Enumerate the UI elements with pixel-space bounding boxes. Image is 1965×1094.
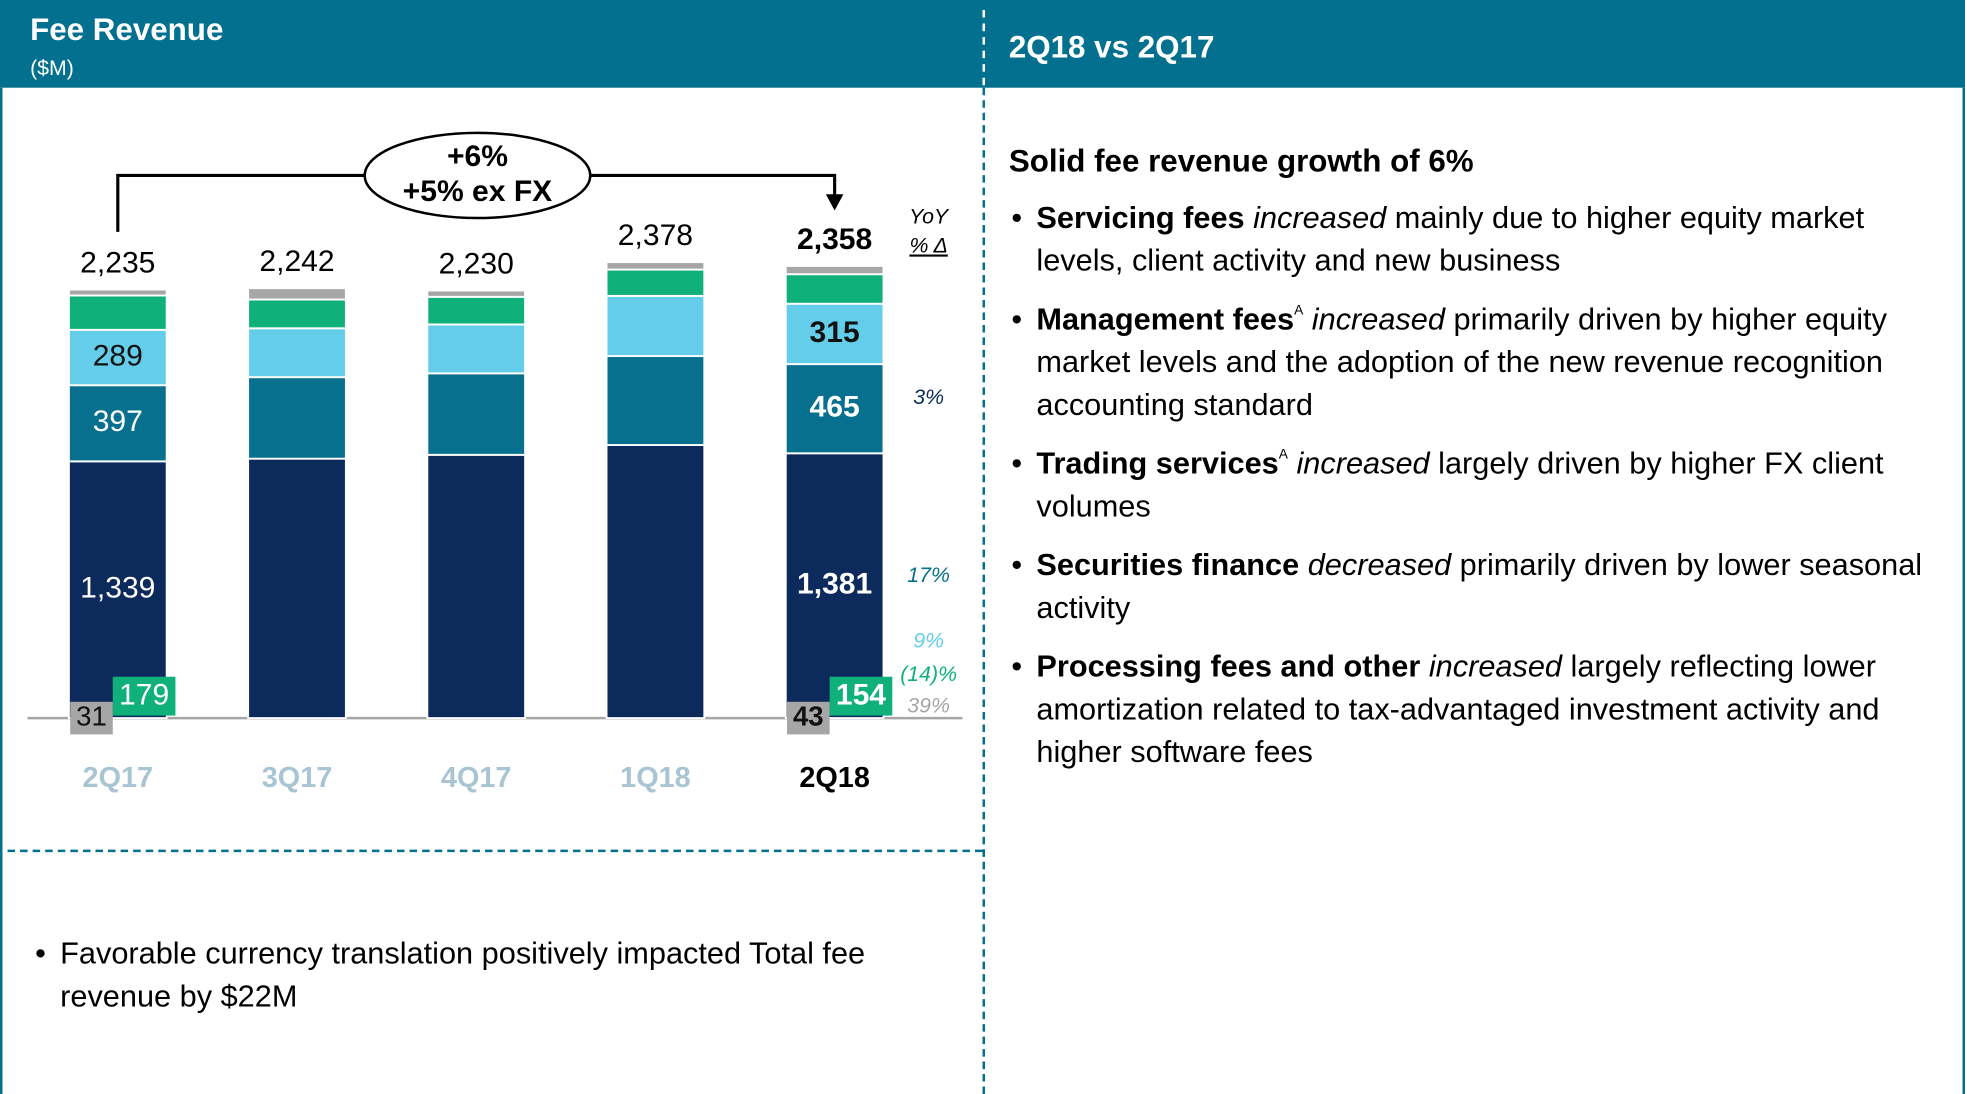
bar-segment [67, 294, 168, 331]
arrow-head [825, 194, 844, 211]
bar-segment [605, 355, 706, 446]
bar-segment [426, 295, 527, 326]
label-box [112, 676, 176, 716]
text-run: primarily driven by lower seasonal activ… [1036, 548, 1923, 626]
value-label: 43 [793, 700, 824, 731]
label-box [70, 701, 113, 735]
text-run: Securities finance [1036, 548, 1300, 583]
value-label: 31 [76, 700, 107, 731]
text-run: A [1278, 447, 1288, 463]
bullet: Securities finance decreased primarily d… [1009, 545, 1943, 630]
text-run: increased [1244, 201, 1387, 236]
text-run: increased [1287, 447, 1430, 482]
bar-segment [247, 376, 347, 460]
annotation: +5% ex FX [403, 175, 553, 208]
bar-segment [784, 265, 885, 276]
section-title: Solid fee revenue growth of 6% [1008, 144, 1474, 180]
yoy-label: (14)% [900, 662, 957, 686]
bar-segment [784, 363, 885, 455]
bullet: Management feesA increased primarily dri… [1009, 300, 1943, 428]
bar-segment [426, 323, 527, 375]
value-label: 154 [836, 679, 886, 712]
bar-segment [247, 287, 347, 301]
text-run: primarily driven by higher equity market… [1036, 303, 1887, 423]
total-label: 2,378 [618, 219, 693, 252]
text-run: increased [1303, 303, 1445, 338]
bullet: Processing fees and other increased larg… [1009, 647, 1943, 775]
bar-segment [605, 444, 706, 720]
total-label: 2,235 [80, 246, 155, 279]
bar-segment [784, 273, 885, 305]
text-run: mainly due to higher equity market level… [1036, 201, 1865, 279]
bar-segment [426, 289, 527, 298]
yoy-header: % Δ [909, 234, 947, 258]
text-run: decreased [1299, 548, 1452, 583]
text-run: Trading services [1036, 447, 1279, 482]
divider [982, 10, 986, 86]
callout [363, 131, 592, 220]
header-bar [0, 0, 1965, 88]
yoy-label: 3% [913, 385, 944, 409]
value-label: 397 [93, 405, 143, 438]
text-run: largely reflecting lower amortization re… [1036, 650, 1880, 770]
yoy-label: 39% [907, 693, 950, 717]
x-tick-label: 2Q18 [799, 762, 869, 794]
bar-segment [426, 372, 527, 456]
value-label: 289 [93, 339, 143, 372]
bar-segment [426, 453, 527, 720]
text-run: A [1294, 303, 1304, 319]
right-panel: Solid fee revenue growth of 6% Servicing… [1009, 144, 1943, 791]
text-run: Servicing fees [1036, 201, 1245, 236]
frame [0, 87, 1965, 1094]
yoy-label: 17% [907, 563, 950, 587]
value-label: 1,381 [797, 568, 872, 601]
bullet: Trading servicesA increased largely driv… [1009, 444, 1943, 529]
text-run: increased [1420, 650, 1562, 685]
x-tick-label: 4Q17 [441, 762, 511, 794]
yoy-header: YoY [909, 205, 950, 229]
chart: 1,339 397 289 179 31 2,235 2Q17 2,242 3Q17 2,230 4… [27, 131, 963, 794]
bar-segment [605, 294, 706, 358]
note: Favorable currency translation positivel… [33, 934, 960, 1036]
bar-segment [67, 288, 168, 297]
text-run: largely driven by higher FX client volum… [1036, 447, 1884, 524]
divider [7, 849, 983, 853]
total-label: 2,242 [259, 245, 334, 278]
bar-segment [247, 298, 347, 330]
panel-title: 2Q18 vs 2Q17 [1008, 30, 1215, 66]
bullet-list: Servicing fees increased mainly due to h… [1009, 198, 1943, 774]
panel-title: Fee Revenue [30, 12, 224, 48]
annotation: +6% [447, 140, 508, 173]
bullet: Favorable currency translation positivel… [33, 934, 960, 1019]
value-label: 1,339 [80, 572, 155, 605]
panel-subtitle: ($M) [30, 56, 74, 81]
total-label: 2,358 [797, 223, 872, 256]
bullet: Servicing fees increased mainly due to h… [1009, 198, 1943, 283]
value-label: 315 [810, 316, 860, 349]
label-box [787, 701, 830, 735]
x-tick-label: 1Q18 [620, 762, 690, 794]
bar-segment [605, 268, 706, 297]
total-label: 2,230 [439, 247, 514, 280]
x-tick-label: 2Q17 [83, 762, 153, 794]
text-run: Management fees [1036, 303, 1295, 338]
value-label: 465 [810, 391, 860, 424]
bar-segment [784, 452, 885, 720]
bar-segment [247, 457, 347, 720]
bar-segment [67, 328, 168, 387]
x-tick-label: 3Q17 [262, 762, 332, 794]
bar-segment [247, 327, 347, 379]
text-run: Processing fees and other [1036, 650, 1421, 685]
label-box [829, 676, 893, 716]
bar-segment [67, 460, 168, 720]
divider [982, 87, 986, 1094]
bar-segment [605, 261, 706, 271]
value-label: 179 [119, 679, 169, 712]
yoy-label: 9% [913, 628, 944, 652]
